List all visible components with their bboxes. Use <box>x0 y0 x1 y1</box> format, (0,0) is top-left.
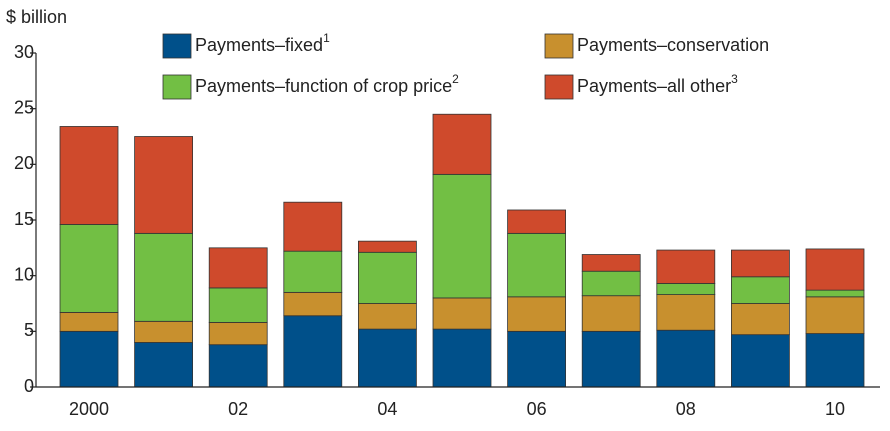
y-tick-label: 30 <box>14 42 34 62</box>
legend-swatch <box>162 33 192 59</box>
bar-segment <box>208 247 268 289</box>
legend-footnote: 2 <box>452 72 459 86</box>
legend-label: Payments–fixed1 <box>195 31 330 55</box>
bar-segment <box>656 283 716 295</box>
x-tick-label: 2000 <box>69 399 109 419</box>
bar-segment <box>59 224 119 313</box>
bar-segment <box>208 287 268 323</box>
bar-segment <box>59 312 119 332</box>
bar-segment <box>731 334 790 388</box>
y-tick-label: 0 <box>24 376 34 396</box>
bar-segment <box>731 249 790 278</box>
bar-segment <box>357 251 417 304</box>
y-tick-label: 5 <box>24 320 34 340</box>
bar-segment <box>656 329 716 388</box>
bar-segment <box>432 113 492 175</box>
x-tick-label: 04 <box>377 399 397 419</box>
y-axis-label: $ billion <box>6 7 67 27</box>
legend-swatch <box>544 33 574 59</box>
bar-segment <box>507 232 567 298</box>
bar-segment <box>507 209 567 234</box>
bar-segment <box>59 330 119 388</box>
bar-segment <box>805 296 865 334</box>
legend-name: Payments–fixed <box>195 35 323 55</box>
legend-footnote: 1 <box>323 31 330 45</box>
bar-segment <box>656 294 716 331</box>
bar-segment <box>731 303 790 336</box>
bar-segment <box>656 249 716 284</box>
bar-segment <box>432 297 492 330</box>
bar-segment <box>59 126 119 225</box>
bar-segment <box>581 295 641 332</box>
bar-segment <box>283 291 343 317</box>
bar-segment <box>507 296 567 332</box>
bar-segment <box>432 173 492 299</box>
x-tick-label: 02 <box>228 399 248 419</box>
x-tick-label: 06 <box>527 399 547 419</box>
bar-segment <box>134 320 194 343</box>
bar-segment <box>134 342 194 388</box>
bar-segment <box>134 232 194 322</box>
y-tick-label: 25 <box>14 97 34 117</box>
x-tick-label: 10 <box>825 399 845 419</box>
legend-footnote: 3 <box>731 72 738 86</box>
legend-label: Payments–function of crop price2 <box>195 72 459 96</box>
bar-segment <box>283 201 343 252</box>
bar-segment <box>805 248 865 291</box>
bar-segment <box>134 136 194 234</box>
bar-segment <box>432 328 492 388</box>
bar-segment <box>283 315 343 388</box>
bar-segment <box>357 303 417 330</box>
bar-segment <box>208 344 268 388</box>
bar-segment <box>805 333 865 388</box>
bar-segment <box>208 322 268 346</box>
legend-label: Payments–all other3 <box>577 72 738 96</box>
x-tick-label: 08 <box>676 399 696 419</box>
bar-segment <box>357 328 417 388</box>
y-tick-label: 15 <box>14 209 34 229</box>
y-tick-label: 10 <box>14 264 34 284</box>
legend-name: Payments–all other <box>577 76 731 96</box>
bar-segment <box>581 254 641 272</box>
legend-name: Payments–function of crop price <box>195 76 452 96</box>
legend-label: Payments–conservation <box>577 35 769 55</box>
bar-segment <box>357 240 417 253</box>
bar-segment <box>581 270 641 297</box>
bar-segment <box>805 289 865 298</box>
legend-name: Payments–conservation <box>577 35 769 55</box>
bar-segment <box>581 330 641 388</box>
bar-segment <box>731 276 790 304</box>
bar-segment <box>283 250 343 293</box>
bar-segment <box>507 330 567 388</box>
y-tick-label: 20 <box>14 153 34 173</box>
legend-swatch <box>162 74 192 100</box>
legend-swatch <box>544 74 574 100</box>
